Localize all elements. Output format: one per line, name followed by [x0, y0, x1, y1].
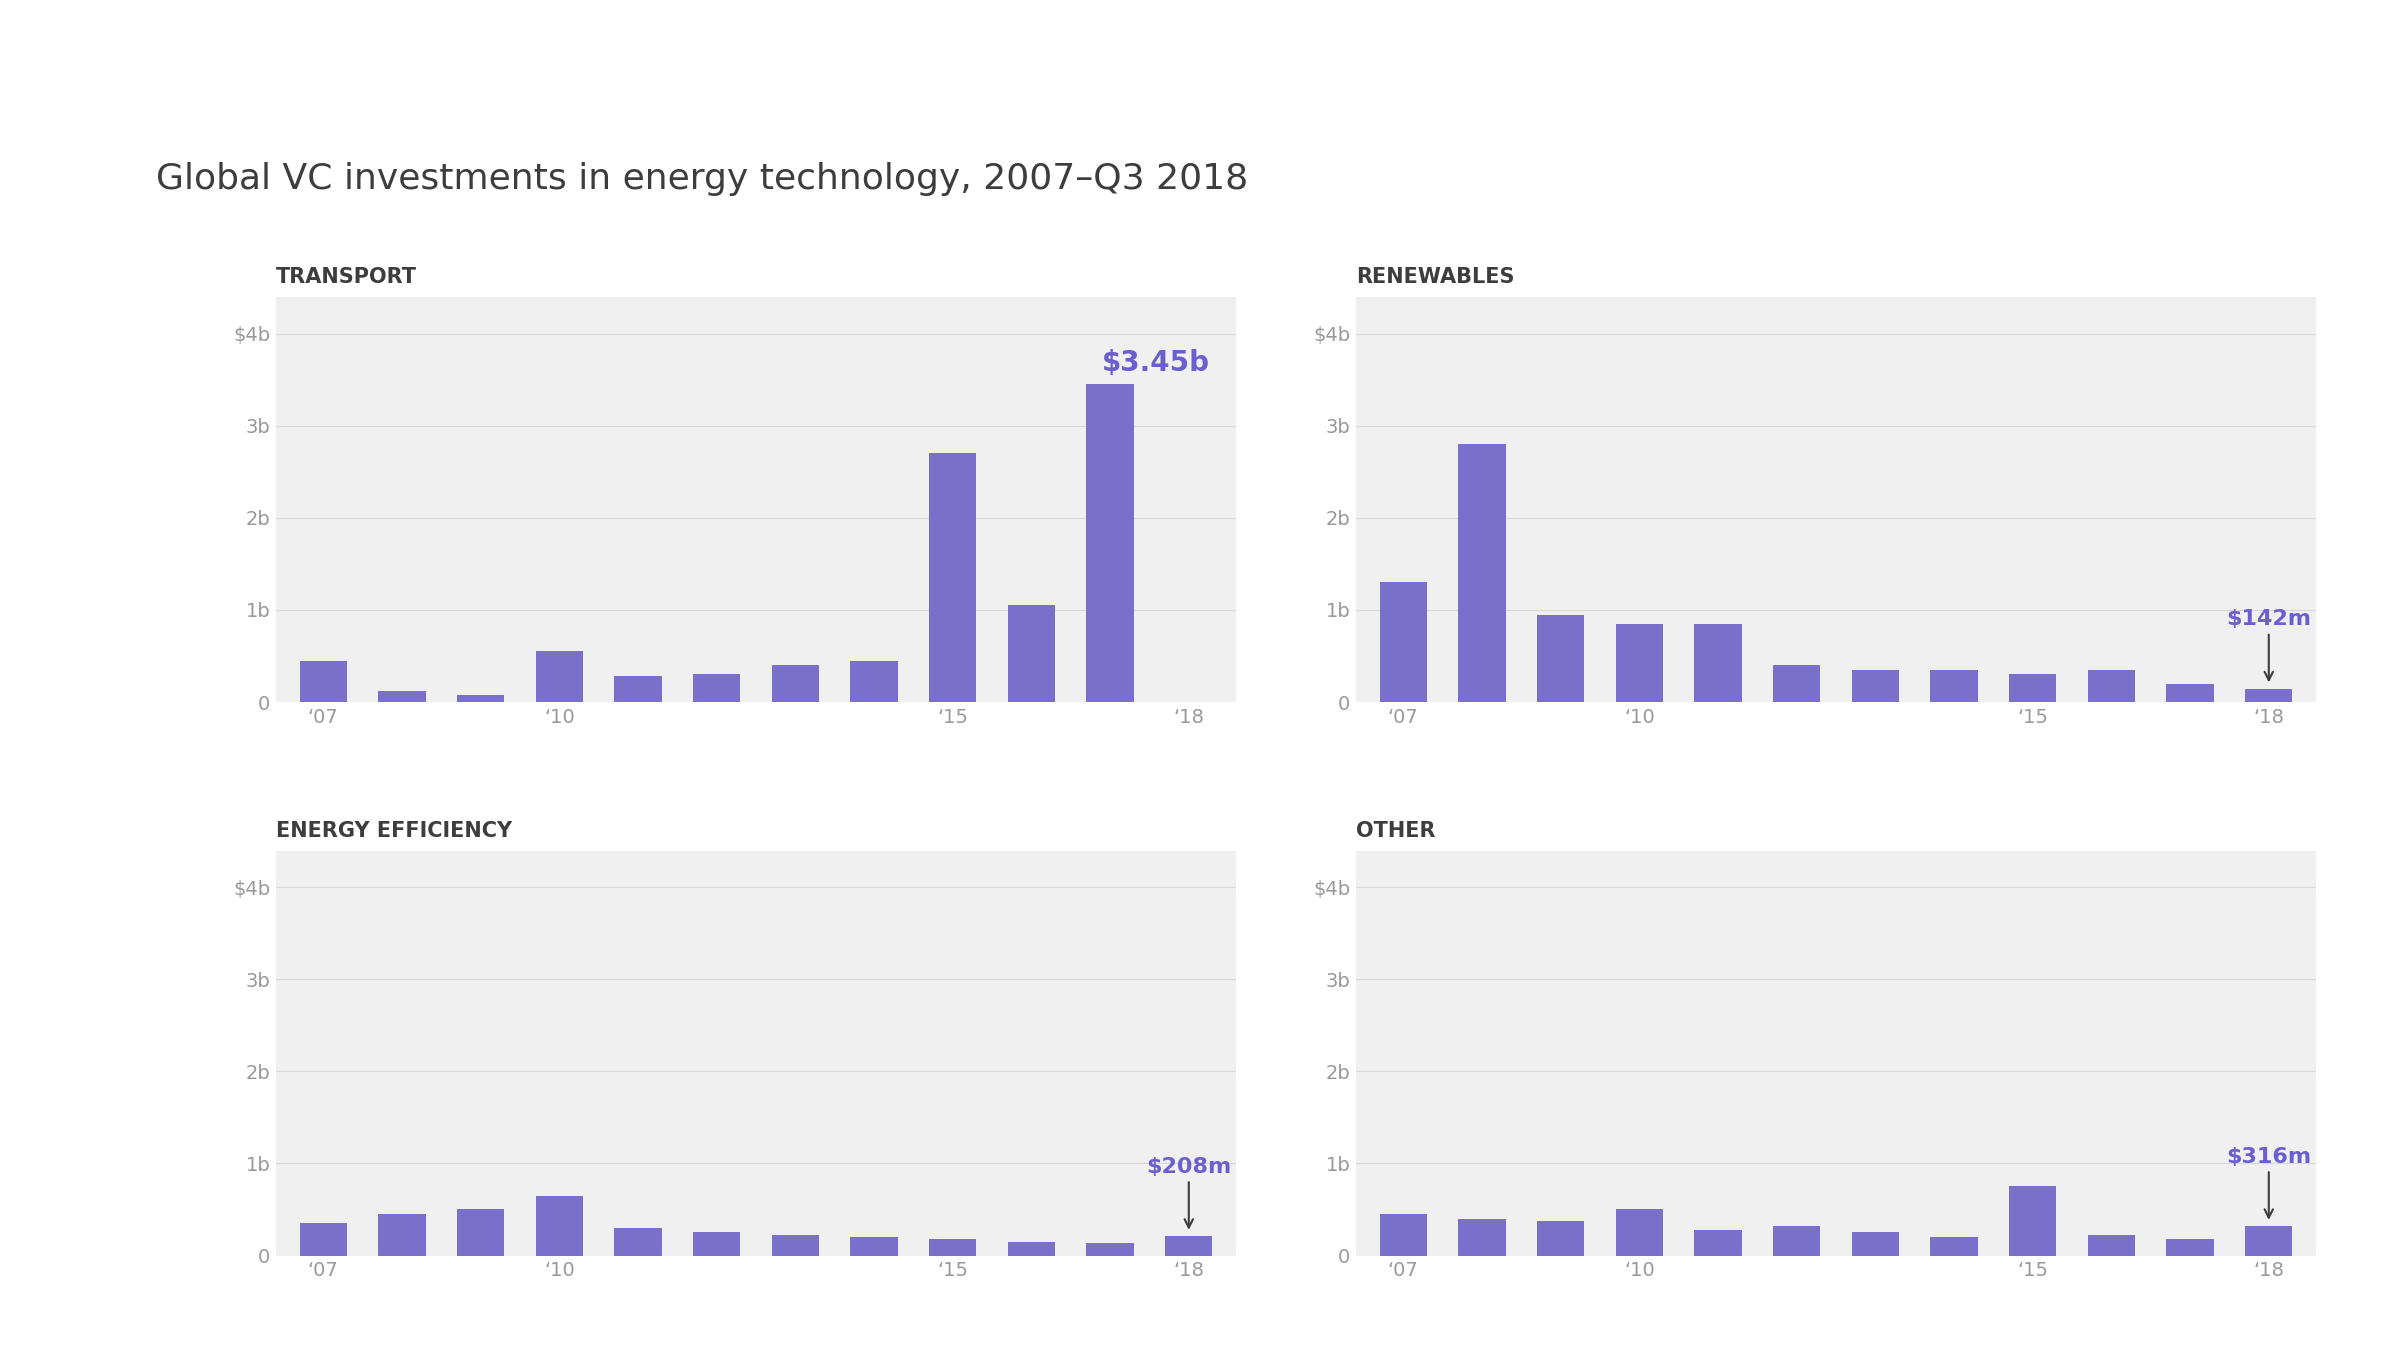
Bar — [773, 1235, 818, 1256]
Bar — [379, 1214, 425, 1256]
Bar — [456, 695, 504, 702]
Bar — [456, 1210, 504, 1256]
Bar — [614, 676, 662, 702]
Bar — [1774, 1226, 1819, 1256]
Bar — [2167, 683, 2213, 702]
Bar — [2088, 1235, 2136, 1256]
Bar — [1694, 624, 1742, 702]
Bar — [1615, 624, 1663, 702]
Bar — [535, 1196, 583, 1256]
Bar — [773, 666, 818, 702]
Text: $3.45b: $3.45b — [1102, 350, 1210, 377]
Bar — [2244, 1226, 2292, 1256]
Text: Global VC investments in energy technology, 2007–Q3 2018: Global VC investments in energy technolo… — [156, 162, 1248, 196]
Bar — [1853, 1233, 1898, 1256]
Bar — [1694, 1230, 1742, 1256]
Bar — [850, 1237, 898, 1256]
Bar — [2088, 670, 2136, 702]
Bar — [535, 652, 583, 702]
Bar — [1930, 1237, 1978, 1256]
Bar — [300, 1223, 348, 1256]
Bar — [1380, 1214, 1428, 1256]
Text: RENEWABLES: RENEWABLES — [1356, 267, 1514, 288]
Bar — [1008, 605, 1056, 702]
Text: $208m: $208m — [1147, 1157, 1231, 1227]
Bar — [1536, 1220, 1584, 1256]
Text: ENERGY EFFICIENCY: ENERGY EFFICIENCY — [276, 821, 511, 841]
Bar — [1853, 670, 1898, 702]
Bar — [1459, 444, 1505, 702]
Bar — [2009, 1187, 2057, 1256]
Bar — [1087, 1242, 1133, 1256]
Bar — [1087, 385, 1133, 702]
Bar — [1930, 670, 1978, 702]
Bar — [2167, 1239, 2213, 1256]
Bar — [1008, 1242, 1056, 1256]
Bar — [1380, 582, 1428, 702]
Bar — [2009, 675, 2057, 702]
Bar — [694, 675, 739, 702]
Text: OTHER: OTHER — [1356, 821, 1435, 841]
Text: $316m: $316m — [2227, 1146, 2311, 1218]
Bar — [1536, 614, 1584, 702]
Bar — [614, 1228, 662, 1256]
Bar — [929, 1239, 977, 1256]
Text: TRANSPORT: TRANSPORT — [276, 267, 418, 288]
Bar — [929, 454, 977, 702]
Bar — [1774, 666, 1819, 702]
Text: $142m: $142m — [2227, 609, 2311, 680]
Bar — [1459, 1219, 1505, 1256]
Bar — [694, 1233, 739, 1256]
Bar — [2244, 688, 2292, 702]
Bar — [300, 660, 348, 702]
Bar — [1615, 1210, 1663, 1256]
Bar — [379, 691, 425, 702]
Bar — [850, 660, 898, 702]
Bar — [1164, 1237, 1212, 1256]
